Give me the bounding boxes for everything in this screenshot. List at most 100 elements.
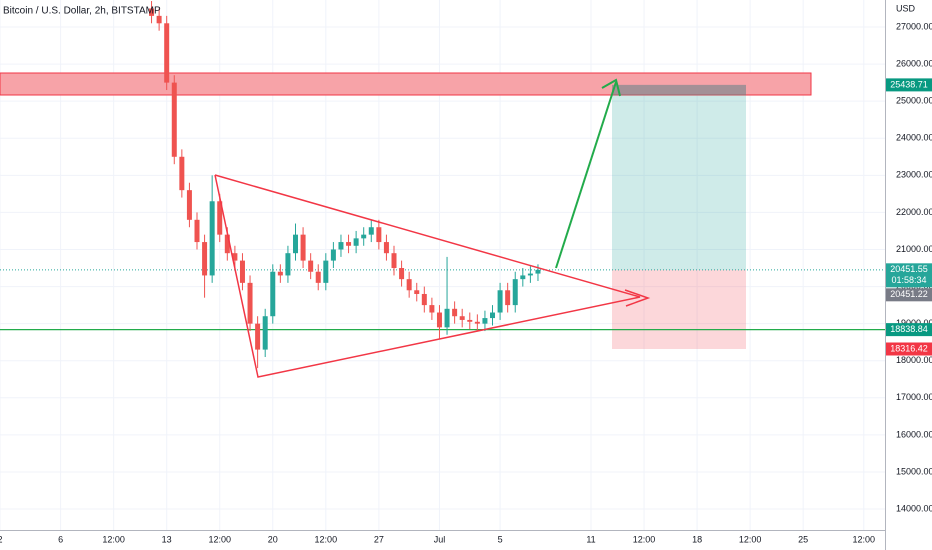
y-tick-label: 27000.00	[896, 21, 932, 31]
profit-zone	[612, 84, 746, 270]
grid	[0, 0, 885, 530]
y-tick-label: 22000.00	[896, 207, 932, 217]
candle-body	[399, 268, 405, 280]
triangle	[214, 174, 641, 378]
candle-body	[277, 271, 283, 276]
x-tick-label: 6	[58, 534, 63, 544]
y-tick-label: 16000.00	[896, 429, 932, 439]
candle-body	[406, 279, 412, 291]
price-label-bg	[886, 342, 932, 356]
candle-body	[247, 282, 253, 324]
candle-body	[224, 234, 230, 254]
candle-body	[156, 15, 162, 24]
candle-body	[338, 242, 344, 250]
y-tick-label: 26000.00	[896, 58, 932, 68]
countdown: 01:58:34	[891, 275, 926, 285]
price-label-bg	[886, 288, 932, 302]
y-tick-label: 17000.00	[896, 392, 932, 402]
arrow-head	[601, 78, 621, 97]
x-tick-label: 12:00	[102, 534, 125, 544]
candle-body	[270, 271, 276, 317]
resistance-zone	[0, 72, 812, 96]
candle-body	[497, 290, 503, 313]
candle-body	[467, 319, 473, 322]
x-tick-label: 11	[586, 534, 595, 544]
candle-body	[194, 219, 200, 243]
price-label: 18838.84	[890, 324, 928, 334]
candle-body	[209, 201, 215, 276]
loss-zone	[612, 269, 746, 349]
candle-body	[512, 279, 518, 306]
price-label-bg	[886, 78, 932, 92]
axes: 14000.00 15000.00 16000.00 17000.00 18000.00…	[0, 21, 932, 544]
candle-body	[421, 293, 427, 306]
candle-body	[414, 290, 420, 294]
y-tick-label: 23000.00	[896, 170, 932, 180]
candle-body	[490, 312, 496, 319]
candle-body	[315, 271, 321, 283]
candle-body	[368, 227, 374, 235]
candle-body	[459, 316, 465, 320]
candle-body	[444, 308, 450, 328]
price-label: 20451.55	[890, 264, 928, 274]
x-tick-label: 12:00	[208, 534, 231, 544]
candle-body	[346, 242, 352, 246]
candle-body	[308, 260, 314, 272]
candle-body	[262, 316, 268, 350]
arrow-head	[624, 289, 651, 307]
candle-body	[239, 260, 245, 283]
candle-body	[361, 234, 367, 239]
candle-body	[452, 308, 458, 317]
candle-body	[202, 242, 208, 276]
candle-body	[232, 253, 238, 261]
axis-unit: USD	[896, 3, 916, 13]
candle-body	[429, 305, 435, 313]
candle-body	[353, 238, 359, 246]
target-cap	[612, 84, 746, 95]
candle-body	[217, 201, 223, 235]
candle-body	[149, 8, 155, 16]
x-tick-label: 25	[798, 534, 808, 544]
candle-body	[323, 260, 329, 283]
candle-body	[474, 321, 480, 324]
x-tick-label: 13	[162, 534, 172, 544]
y-tick-label: 24000.00	[896, 133, 932, 143]
x-tick-label: 2	[0, 534, 3, 544]
candle-body	[293, 234, 299, 254]
candle-body	[171, 82, 177, 157]
candle-body	[505, 290, 511, 306]
candle-body	[383, 242, 389, 254]
candle-body	[330, 249, 336, 261]
drawings	[214, 78, 651, 378]
candle-body	[527, 273, 533, 276]
price-label-bg	[886, 263, 932, 288]
candle-body	[376, 227, 382, 243]
y-tick-label: 15000.00	[896, 466, 932, 476]
x-tick-label: 12:00	[853, 534, 876, 544]
chart-title: Bitcoin / U.S. Dollar, 2h, BITSTAMP	[3, 6, 161, 17]
candle-body	[300, 234, 306, 261]
candle-body	[285, 253, 291, 276]
candle-body	[186, 190, 192, 220]
price-label: 25438.71	[890, 79, 928, 89]
y-tick-label: 25000.00	[896, 96, 932, 106]
candle-body	[436, 312, 442, 328]
candle-body	[520, 275, 526, 280]
x-tick-label: 12:00	[739, 534, 762, 544]
y-tick-label: 21000.00	[896, 244, 932, 254]
candle-body	[535, 269, 541, 274]
y-tick-label: 14000.00	[896, 503, 932, 513]
price-label: 20451.22	[890, 289, 928, 299]
arrow	[555, 81, 617, 269]
candle-body	[164, 23, 170, 83]
candle-body	[179, 156, 185, 191]
x-tick-label: 18	[692, 534, 702, 544]
x-tick-label: 27	[374, 534, 384, 544]
position	[0, 84, 885, 349]
candle-body	[255, 323, 261, 350]
x-tick-label: 5	[498, 534, 503, 544]
candle-body	[482, 318, 488, 324]
price-label: 18316.42	[890, 343, 928, 353]
